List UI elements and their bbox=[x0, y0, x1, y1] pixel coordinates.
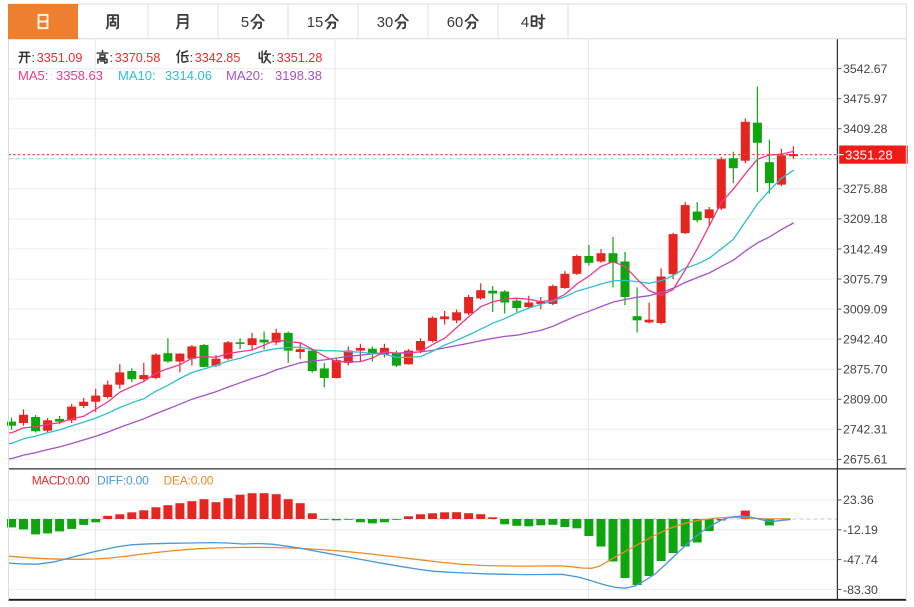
svg-text:3075.79: 3075.79 bbox=[843, 272, 888, 286]
svg-text::: : bbox=[272, 51, 276, 65]
svg-text:2875.70: 2875.70 bbox=[843, 363, 888, 377]
svg-text:30: 30 bbox=[377, 15, 393, 31]
svg-text:-47.74: -47.74 bbox=[843, 553, 878, 567]
svg-text:DIFF:0.00: DIFF:0.00 bbox=[97, 474, 149, 488]
svg-text:DEA:0.00: DEA:0.00 bbox=[164, 474, 214, 488]
svg-text:3342.85: 3342.85 bbox=[195, 51, 241, 65]
svg-text:2809.00: 2809.00 bbox=[843, 393, 888, 407]
svg-text:3358.63: 3358.63 bbox=[56, 68, 103, 83]
svg-text::: : bbox=[32, 51, 36, 65]
svg-text:MA20:: MA20: bbox=[226, 68, 264, 83]
svg-text:5: 5 bbox=[241, 15, 249, 31]
svg-text::: : bbox=[190, 51, 194, 65]
svg-text:3351.28: 3351.28 bbox=[845, 147, 893, 162]
svg-text:MACD:0.00: MACD:0.00 bbox=[32, 474, 90, 488]
svg-text:2742.31: 2742.31 bbox=[843, 423, 888, 437]
svg-text:60: 60 bbox=[447, 15, 463, 31]
svg-text:4: 4 bbox=[521, 15, 529, 31]
svg-text:2675.61: 2675.61 bbox=[843, 453, 888, 467]
svg-text:3475.97: 3475.97 bbox=[843, 92, 888, 106]
svg-text:3542.67: 3542.67 bbox=[843, 62, 888, 76]
svg-text:3275.88: 3275.88 bbox=[843, 182, 888, 196]
svg-text:MA5:: MA5: bbox=[18, 68, 48, 83]
svg-text:15: 15 bbox=[307, 15, 323, 31]
svg-text:3409.28: 3409.28 bbox=[843, 122, 888, 136]
svg-text:3351.09: 3351.09 bbox=[37, 51, 83, 65]
svg-text:23.36: 23.36 bbox=[843, 493, 874, 507]
svg-text:3209.18: 3209.18 bbox=[843, 212, 888, 226]
svg-text:3370.58: 3370.58 bbox=[115, 51, 161, 65]
svg-text:MA10:: MA10: bbox=[118, 68, 156, 83]
svg-text:3198.38: 3198.38 bbox=[275, 68, 322, 83]
svg-text:-12.19: -12.19 bbox=[843, 523, 878, 537]
svg-text:3314.06: 3314.06 bbox=[165, 68, 212, 83]
svg-text:3351.28: 3351.28 bbox=[277, 51, 323, 65]
svg-text:-83.30: -83.30 bbox=[843, 583, 878, 597]
svg-text:3142.49: 3142.49 bbox=[843, 242, 888, 256]
svg-text:3009.09: 3009.09 bbox=[843, 302, 888, 316]
svg-text:2942.40: 2942.40 bbox=[843, 332, 888, 346]
svg-text::: : bbox=[110, 51, 114, 65]
